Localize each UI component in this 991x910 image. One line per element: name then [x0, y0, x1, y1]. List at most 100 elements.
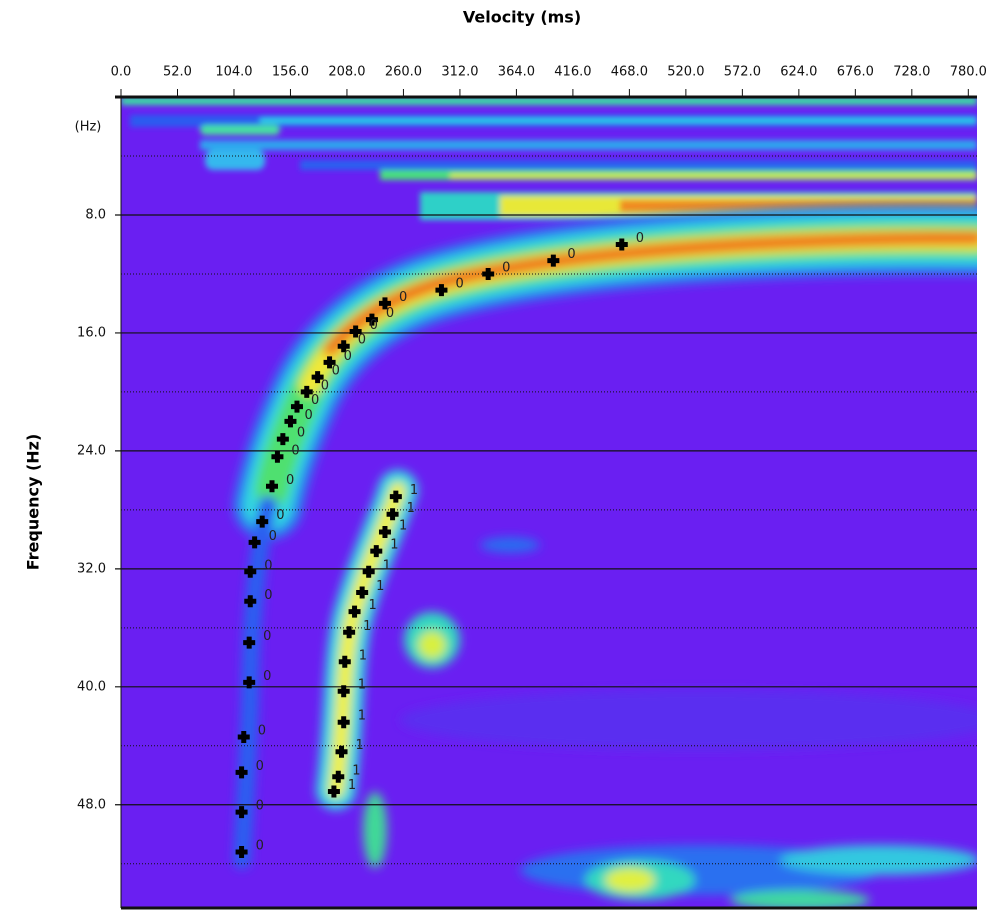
pick-marker	[348, 605, 361, 618]
x-tick-label: 104.0	[215, 65, 252, 80]
pick-marker	[332, 770, 345, 783]
pick-marker	[378, 525, 391, 538]
pick-marker	[362, 565, 375, 578]
pick-label: 1	[348, 778, 356, 793]
pick-label: 1	[359, 648, 367, 663]
pick-label: 1	[390, 538, 398, 553]
y-tick-label: 40.0	[77, 679, 106, 694]
chart-title: Velocity (ms)	[463, 8, 581, 27]
pick-label: 1	[358, 678, 366, 693]
pick-label: 0	[256, 838, 264, 853]
pick-label: 1	[369, 598, 377, 613]
pick-label: 1	[352, 763, 360, 778]
pick-marker	[235, 845, 248, 858]
heatmap-mode1	[316, 470, 977, 908]
pick-marker	[311, 371, 324, 384]
pick-label: 0	[370, 318, 378, 333]
pick-label: 0	[291, 443, 299, 458]
pick-label: 0	[332, 364, 340, 379]
pick-label: 1	[358, 709, 366, 724]
pick-marker	[370, 545, 383, 558]
pick-marker	[323, 356, 336, 369]
pick-marker	[290, 400, 303, 413]
pick-label: 0	[263, 629, 271, 644]
pick-marker	[235, 766, 248, 779]
y-tick-label: 24.0	[77, 443, 106, 458]
pick-marker	[335, 745, 348, 758]
pick-marker	[327, 785, 340, 798]
x-tick-label: 780.0	[950, 65, 987, 80]
pick-label: 0	[311, 393, 319, 408]
x-tick-label: 260.0	[385, 65, 422, 80]
pick-marker	[547, 254, 560, 267]
pick-label: 0	[386, 306, 394, 321]
x-tick-label: 572.0	[724, 65, 761, 80]
pick-marker	[244, 595, 257, 608]
pick-label: 1	[363, 619, 371, 634]
pick-label: 0	[567, 247, 575, 262]
x-tick-label: 676.0	[837, 65, 874, 80]
pick-label: 1	[407, 501, 415, 516]
x-tick-label: 0.0	[111, 65, 132, 80]
pick-marker	[243, 636, 256, 649]
x-tick-label: 208.0	[328, 65, 365, 80]
x-tick-label: 624.0	[780, 65, 817, 80]
pick-label: 0	[304, 408, 312, 423]
y-tick-label: 32.0	[77, 561, 106, 576]
pick-label: 1	[383, 558, 391, 573]
pick-marker	[338, 655, 351, 668]
x-tick-label: 728.0	[893, 65, 930, 80]
pick-label: 1	[356, 738, 364, 753]
pick-marker	[271, 450, 284, 463]
pick-marker	[435, 284, 448, 297]
pick-label: 1	[376, 579, 384, 594]
heatmap	[121, 97, 977, 908]
pick-marker	[243, 676, 256, 689]
y-tick-label: 16.0	[77, 325, 106, 340]
x-tick-label: 156.0	[272, 65, 309, 80]
y-tick-label: 8.0	[85, 207, 106, 222]
x-tick-label: 468.0	[611, 65, 648, 80]
pick-label: 0	[358, 333, 366, 348]
pick-marker	[276, 433, 289, 446]
pick-label: 0	[344, 349, 352, 364]
pick-marker	[349, 325, 362, 338]
pick-marker	[265, 480, 278, 493]
pick-label: 0	[455, 277, 463, 292]
pick-marker	[356, 586, 369, 599]
pick-marker	[482, 267, 495, 280]
pick-label: 0	[399, 290, 407, 305]
pick-marker	[300, 385, 313, 398]
pick-marker	[337, 340, 350, 353]
pick-marker	[337, 685, 350, 698]
pick-label: 0	[264, 558, 272, 573]
pick-marker	[337, 716, 350, 729]
pick-marker	[343, 626, 356, 639]
x-tick-label: 52.0	[163, 65, 192, 80]
y-axis-title: Frequency (Hz)	[24, 434, 43, 571]
pick-label: 0	[258, 723, 266, 738]
pick-marker	[244, 565, 257, 578]
pick-label: 0	[276, 508, 284, 523]
pick-label: 0	[256, 759, 264, 774]
pick-label: 0	[269, 529, 277, 544]
pick-marker	[378, 297, 391, 310]
pick-marker	[256, 515, 269, 528]
pick-label: 0	[264, 588, 272, 603]
pick-label: 0	[263, 669, 271, 684]
y-tick-label: 48.0	[77, 797, 106, 812]
x-tick-label: 312.0	[441, 65, 478, 80]
pick-label: 0	[636, 231, 644, 246]
x-tick-label: 520.0	[667, 65, 704, 80]
pick-marker	[284, 415, 297, 428]
pick-label: 0	[321, 378, 329, 393]
x-tick-label: 416.0	[554, 65, 591, 80]
y-unit-label: (Hz)	[75, 120, 102, 135]
pick-marker	[248, 536, 261, 549]
pick-label: 0	[256, 799, 264, 814]
pick-label: 0	[502, 260, 510, 275]
pick-marker	[615, 238, 628, 251]
pick-marker	[235, 806, 248, 819]
pick-label: 1	[399, 518, 407, 533]
